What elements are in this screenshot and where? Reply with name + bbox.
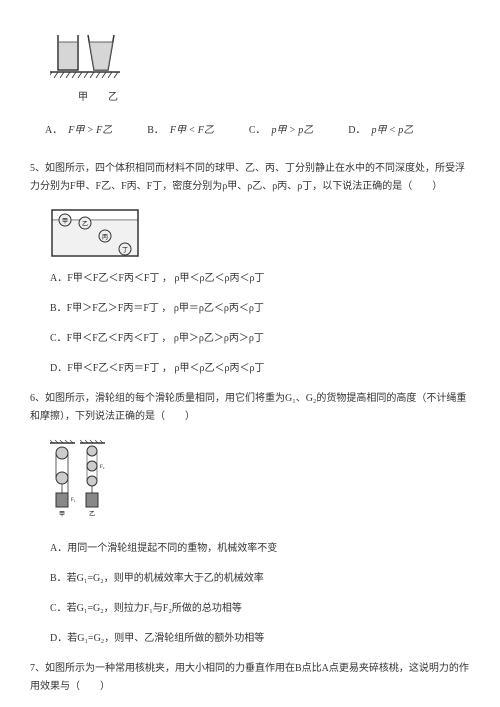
svg-text:甲: 甲 [62,218,68,225]
question-7: 7、如图所示为一种常用核桃夹，用大小相同的力垂直作用在B点比A点更易夹碎核桃，这… [30,660,470,696]
balls-svg: 甲 乙 丙 丁 [50,208,140,258]
svg-text:乙: 乙 [89,511,95,518]
label-yi: 乙 [108,89,118,107]
svg-text:丙: 丙 [102,234,108,241]
option-c: C． p甲 > p乙 [249,122,313,140]
svg-text:丁: 丁 [122,247,128,254]
pulley-svg: 甲 F₁ 乙 F₂ [50,438,105,528]
q6-opt-d: D．若G₁=G₂，则甲、乙滑轮组所做的额外功相等 [50,630,470,648]
question-6: 6、如图所示，滑轮组的每个滑轮质量相同，用它们将重为G₁、G₂的货物提高相同的高… [30,390,470,426]
opt-d-label: D． [348,122,365,140]
option-a: A． F甲 > F乙 [45,122,112,140]
q5-opt-c: C．F甲＜F乙＜F丙＜F丁 ， ρ甲＞ρ乙＞ρ丙＞ρ丁 [50,330,470,348]
opt-a-text: F甲 > F乙 [68,122,112,140]
svg-text:F₂: F₂ [100,465,105,470]
q5-text: 5、如图所示，四个体积相同而材料不同的球甲、乙、丙、丁分别静止在水中的不同深度处… [30,160,470,196]
figure-pulley: 甲 F₁ 乙 F₂ [50,438,105,528]
q7-text: 7、如图所示为一种常用核桃夹，用大小相同的力垂直作用在B点比A点更易夹碎核桃，这… [30,660,470,696]
option-d: D． p甲 < p乙 [348,122,413,140]
question-5: 5、如图所示，四个体积相同而材料不同的球甲、乙、丙、丁分别静止在水中的不同深度处… [30,160,470,196]
opt-c-text: p甲 > p乙 [272,122,314,140]
q6-opt-b: B．若G₁=G₂，则甲的机械效率大于乙的机械效率 [50,570,470,588]
svg-text:F₁: F₁ [71,498,76,503]
beakers-svg [50,30,120,80]
figure-balls: 甲 乙 丙 丁 [50,208,140,258]
svg-text:甲: 甲 [59,511,65,518]
q6-options: A．用同一个滑轮组提起不同的重物，机械效率不变 B．若G₁=G₂，则甲的机械效率… [50,540,470,648]
svg-text:乙: 乙 [82,221,88,228]
opt-c-label: C． [249,122,266,140]
q6-opt-c: C．若G₁=G₂，则拉力F₁与F₂所做的总功相等 [50,600,470,618]
opt-d-text: p甲 < p乙 [372,122,414,140]
label-jia: 甲 [78,89,88,107]
option-b: B． F甲 < F乙 [147,122,214,140]
q6-opt-a: A．用同一个滑轮组提起不同的重物，机械效率不变 [50,540,470,558]
opt-b-label: B． [147,122,164,140]
opt-b-text: F甲 < F乙 [170,122,214,140]
q4-options: A． F甲 > F乙 B． F甲 < F乙 C． p甲 > p乙 D． p甲 <… [45,122,470,140]
q6-text: 6、如图所示，滑轮组的每个滑轮质量相同，用它们将重为G₁、G₂的货物提高相同的高… [30,390,470,426]
q5-opt-d: D．F甲＜F乙＜F丙＝F丁 ， ρ甲＜ρ乙＜ρ丙＜ρ丁 [50,360,470,378]
figure-beakers: 甲 乙 [50,30,470,107]
q5-opt-a: A．F甲＜F乙＜F丙＜F丁 ， ρ甲＜ρ乙＜ρ丙＜ρ丁 [50,270,470,288]
q5-opt-b: B．F甲＞F乙＞F丙＝F丁 ， ρ甲＝ρ乙＜ρ丙＜ρ丁 [50,300,470,318]
q5-options: A．F甲＜F乙＜F丙＜F丁 ， ρ甲＜ρ乙＜ρ丙＜ρ丁 B．F甲＞F乙＞F丙＝F… [50,270,470,378]
opt-a-label: A． [45,122,62,140]
